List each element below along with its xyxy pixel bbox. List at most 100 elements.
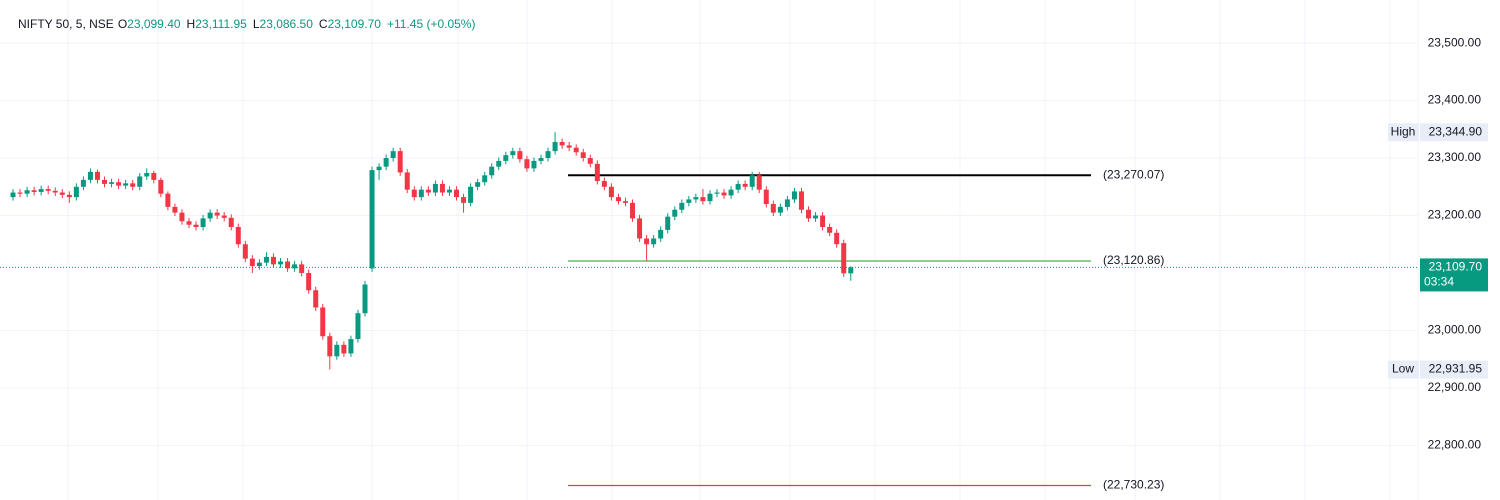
candle-body bbox=[601, 181, 607, 187]
candle-body bbox=[559, 141, 565, 146]
candle-body bbox=[320, 307, 326, 337]
candle-body bbox=[278, 261, 284, 265]
candle-body bbox=[165, 193, 171, 207]
candle-body bbox=[432, 183, 438, 193]
candle-body bbox=[482, 175, 488, 183]
last-price-bg bbox=[1420, 258, 1488, 292]
candle-body bbox=[94, 171, 100, 180]
candle-body bbox=[461, 197, 467, 203]
candle-body bbox=[531, 160, 537, 169]
candle-body bbox=[594, 163, 600, 182]
header-item: O bbox=[118, 17, 127, 31]
candle-body bbox=[418, 189, 424, 198]
candle-body bbox=[73, 186, 79, 198]
y-tick-label: 23,000.00 bbox=[1428, 323, 1482, 337]
candle-body bbox=[87, 171, 93, 180]
candle-body bbox=[475, 182, 481, 187]
candle-body bbox=[263, 256, 269, 263]
header-item: C bbox=[319, 17, 328, 31]
candle-body bbox=[52, 190, 58, 193]
candle-body bbox=[66, 194, 72, 198]
candle-body bbox=[404, 172, 410, 190]
candle-body bbox=[109, 182, 115, 184]
candle-body bbox=[102, 179, 108, 184]
candle-body bbox=[137, 176, 143, 187]
candle-body bbox=[672, 209, 678, 217]
candle-body bbox=[411, 189, 417, 198]
candle-body bbox=[841, 243, 847, 274]
candle-body bbox=[151, 172, 157, 180]
marker-value: 22,931.95 bbox=[1429, 362, 1483, 376]
candle-body bbox=[827, 227, 833, 233]
header-item: 23,086.50 bbox=[260, 17, 314, 31]
candle-body bbox=[728, 189, 734, 196]
vertical-grid bbox=[0, 0, 1418, 500]
candle-body bbox=[270, 256, 276, 265]
candle-body bbox=[285, 261, 291, 269]
candle-body bbox=[693, 197, 699, 200]
header-item: 23,109.70 bbox=[328, 17, 382, 31]
candle-body bbox=[679, 202, 685, 210]
header: NIFTY 50, 5, NSE O23,099.40 H23,111.95 L23,… bbox=[18, 17, 475, 31]
marker-label: High bbox=[1391, 124, 1416, 138]
candle-body bbox=[700, 197, 706, 202]
candle-body bbox=[791, 191, 797, 200]
candle-body bbox=[221, 215, 227, 218]
price-axis: 22,800.00 22,900.00 23,000.00 23,200.00 23,3… bbox=[1388, 0, 1488, 500]
candle-body bbox=[503, 155, 509, 161]
candle-body bbox=[566, 145, 572, 148]
candle-body bbox=[299, 264, 305, 273]
candle-body bbox=[214, 212, 220, 216]
candle-body bbox=[784, 199, 790, 207]
candle-body bbox=[770, 204, 776, 213]
marker-label-bg bbox=[1388, 123, 1419, 142]
candle-body bbox=[545, 151, 551, 159]
header-item: 23,111.95 bbox=[195, 17, 247, 31]
candle-body bbox=[376, 166, 382, 171]
candle-body bbox=[686, 199, 692, 203]
candle-body bbox=[123, 183, 129, 186]
y-tick-label: 23,500.00 bbox=[1428, 35, 1482, 49]
candle-body bbox=[742, 183, 748, 187]
candle-body bbox=[158, 179, 164, 194]
candle-body bbox=[496, 160, 502, 167]
y-tick-label: 22,800.00 bbox=[1428, 438, 1482, 452]
candle-body bbox=[193, 224, 199, 228]
candle-body bbox=[538, 158, 544, 161]
candle-body bbox=[334, 344, 340, 357]
candle-body bbox=[615, 197, 621, 202]
marker-value-bg bbox=[1420, 360, 1488, 379]
candle-body bbox=[59, 192, 65, 195]
candle-body bbox=[714, 192, 720, 194]
candle-body bbox=[242, 244, 248, 259]
candle-body bbox=[820, 215, 826, 228]
candle-body bbox=[489, 166, 495, 176]
candle-body bbox=[38, 189, 44, 192]
level-label: (22,730.23) bbox=[1103, 478, 1164, 492]
candle-body bbox=[362, 284, 368, 314]
marker-label: Low bbox=[1392, 362, 1414, 376]
header-item: H bbox=[187, 17, 196, 31]
candle-body bbox=[397, 151, 403, 173]
candle-body bbox=[651, 238, 657, 245]
candle-body bbox=[369, 170, 375, 269]
candle-body bbox=[749, 175, 755, 187]
candle-body bbox=[425, 189, 431, 193]
candle-body bbox=[756, 175, 762, 190]
candle-body bbox=[228, 217, 234, 228]
candle-body bbox=[116, 182, 122, 186]
candle-body bbox=[292, 264, 298, 269]
candle-body bbox=[763, 189, 769, 205]
y-tick-label: 23,400.00 bbox=[1428, 93, 1482, 107]
candle-body bbox=[390, 151, 396, 159]
candle-body bbox=[172, 206, 178, 213]
level-label: (23,120.86) bbox=[1103, 253, 1164, 267]
candle-body bbox=[45, 189, 51, 191]
candle-body bbox=[707, 193, 713, 202]
candle-body bbox=[348, 339, 354, 354]
marker-value-bg bbox=[1420, 123, 1488, 142]
candle-body bbox=[256, 262, 262, 267]
candle-body bbox=[130, 183, 136, 187]
candle-body bbox=[721, 192, 727, 196]
